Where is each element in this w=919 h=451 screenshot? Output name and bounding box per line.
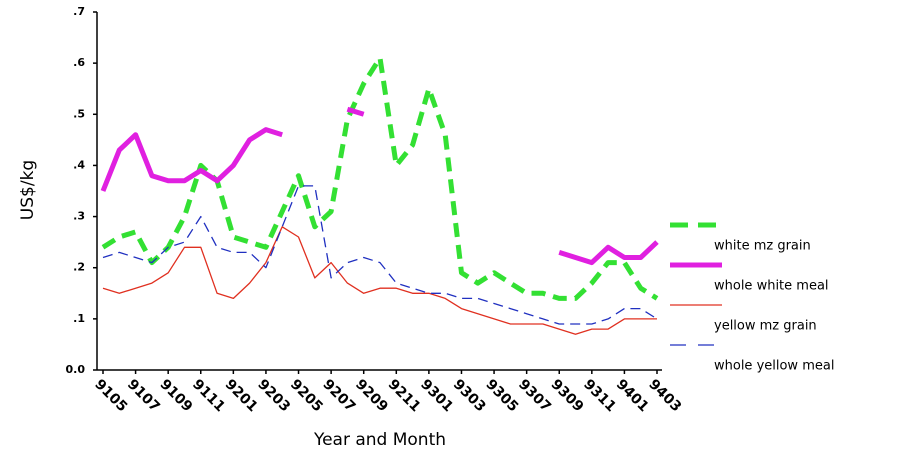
x-tick-label: 9307 — [515, 376, 554, 415]
y-tick-label: 0.0 — [66, 363, 86, 376]
x-tick-label: 9105 — [91, 376, 130, 415]
legend-label: whole yellow meal — [714, 359, 834, 374]
x-tick-label: 9211 — [385, 376, 424, 415]
y-tick-label: .2 — [73, 261, 85, 274]
x-tick-label: 9301 — [417, 376, 456, 415]
y-tick-label: .7 — [73, 5, 85, 18]
legend-label: whole white meal — [714, 279, 829, 294]
y-tick-label: .5 — [73, 107, 85, 120]
x-axis-title: Year and Month — [313, 430, 446, 450]
x-tick-label: 9111 — [189, 376, 228, 415]
series-line — [102, 185, 658, 325]
x-tick-label: 9205 — [287, 376, 326, 415]
x-tick-label: 9311 — [580, 376, 619, 415]
series-line — [102, 226, 657, 335]
x-tick-label: 9209 — [352, 376, 391, 415]
legend-label: white mz grain — [714, 239, 811, 254]
x-tick-label: 9303 — [450, 376, 489, 415]
x-tick-label: 9109 — [157, 376, 196, 415]
y-tick-label: .6 — [73, 56, 85, 69]
y-tick-label: .1 — [73, 312, 85, 325]
x-tick-label: 9207 — [319, 376, 358, 415]
y-tick-label: .4 — [73, 158, 85, 171]
legend-label: yellow mz grain — [714, 319, 817, 334]
x-tick-label: 9401 — [613, 376, 652, 415]
x-tick-label: 9107 — [124, 376, 163, 415]
y-axis-title: US$/kg — [18, 160, 38, 220]
x-tick-label: 9201 — [222, 376, 261, 415]
series-line — [101, 55, 659, 301]
x-tick-label: 9309 — [548, 376, 587, 415]
x-tick-label: 9403 — [645, 376, 684, 415]
x-tick-label: 9305 — [482, 376, 521, 415]
series-line — [100, 106, 659, 266]
x-tick-label: 9203 — [254, 376, 293, 415]
y-tick-label: .3 — [73, 210, 85, 223]
